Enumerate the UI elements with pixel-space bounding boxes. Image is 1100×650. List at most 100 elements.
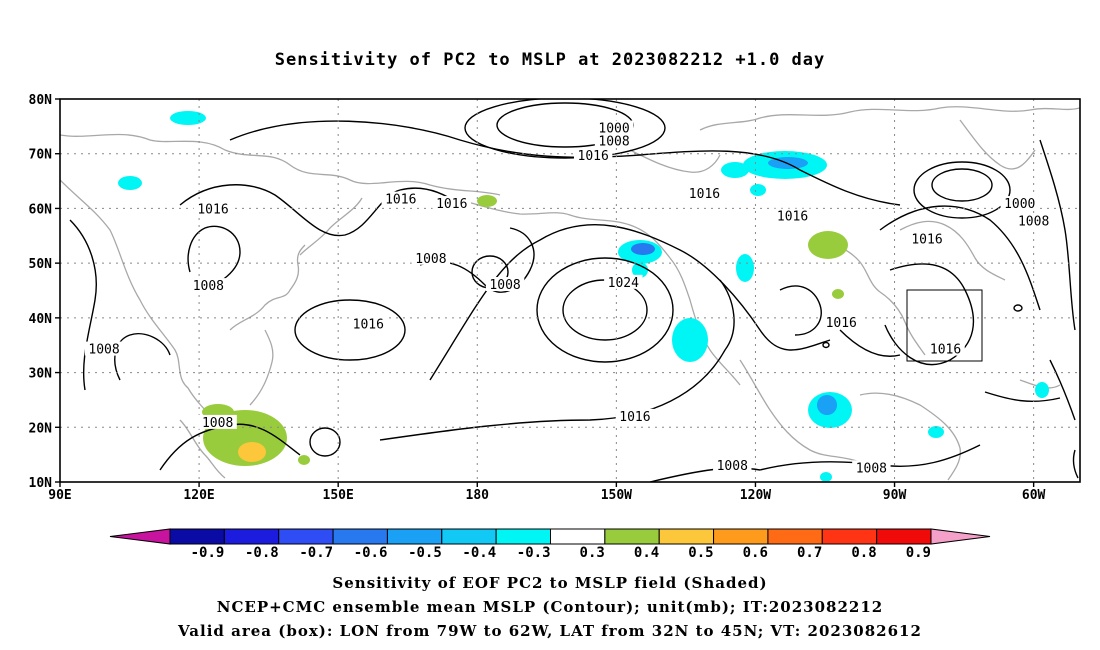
contour-label-bg xyxy=(852,460,891,475)
lon-label: 150E xyxy=(323,488,354,503)
contour-label-bg xyxy=(685,186,724,201)
contour-label-bg xyxy=(411,250,451,265)
contour-labels: 1000100810161016101610161000100810161016… xyxy=(84,120,1053,476)
contour-label-bg xyxy=(604,274,643,289)
contour-label: 1008 xyxy=(1018,215,1049,230)
lon-label: 180 xyxy=(466,488,490,503)
contour-label-bg xyxy=(573,147,613,162)
lat-label: 30N xyxy=(29,367,53,382)
contour-label: 1008 xyxy=(415,252,446,267)
contour-label: 1016 xyxy=(385,193,416,208)
colorbar-segment xyxy=(550,528,606,545)
contour-label: 1016 xyxy=(353,317,384,332)
lon-label: 60W xyxy=(1022,488,1046,503)
caption-line-3: Valid area (box): LON from 79W to 62W, L… xyxy=(178,622,922,640)
lon-label: 120E xyxy=(183,488,214,503)
map-title: Sensitivity of PC2 to MSLP at 2023082212… xyxy=(274,50,826,70)
lat-label: 70N xyxy=(29,148,53,163)
contour-label: 1008 xyxy=(193,279,224,294)
contour-label: 1016 xyxy=(619,410,650,425)
longitude-labels: 90E 120E 150E 180 150W 120W 90W 60W xyxy=(48,482,1046,503)
contour-label-bg xyxy=(485,277,525,292)
lon-label: 90W xyxy=(883,488,907,503)
colorbar-label: 0.6 xyxy=(743,545,768,561)
lat-label: 60N xyxy=(29,202,53,217)
contour-label-bg xyxy=(594,133,634,148)
contour-label-bg xyxy=(615,408,655,423)
contour-label-bg xyxy=(349,316,388,331)
contour-label-bg xyxy=(381,191,420,206)
lat-label: 40N xyxy=(29,312,53,327)
lat-label: 20N xyxy=(29,421,53,436)
contour-label: 1016 xyxy=(777,210,808,225)
contour-label-bg xyxy=(594,120,634,135)
contour-label: 1000 xyxy=(598,122,629,137)
contour-label-bg xyxy=(773,208,812,223)
contour-label-bg xyxy=(1000,196,1039,211)
contour-label-bg xyxy=(907,231,947,246)
colorbar-segment xyxy=(495,528,551,545)
contour-label: 1024 xyxy=(608,276,639,291)
colorbar-left-arrow xyxy=(109,528,171,545)
colorbar-label: 0.4 xyxy=(634,545,659,561)
sensitivity-shading xyxy=(118,111,1049,482)
lon-label: 120W xyxy=(740,488,771,503)
colorbar-segment xyxy=(658,528,715,545)
colorbar-label: -0.3 xyxy=(517,545,551,561)
contour-label-bg xyxy=(822,314,861,329)
contour-label-bg xyxy=(193,201,233,216)
contour-label: 1016 xyxy=(578,149,609,164)
colorbar-segment xyxy=(767,528,823,545)
contour-label-bg xyxy=(926,341,965,356)
lon-label: 150W xyxy=(601,488,632,503)
contour-label: 1016 xyxy=(911,233,942,248)
colorbar-label: -0.9 xyxy=(191,545,225,561)
caption-line-2: NCEP+CMC ensemble mean MSLP (Contour); u… xyxy=(216,598,884,616)
contour-label-bg xyxy=(432,196,471,211)
contour-label-bg xyxy=(189,278,228,293)
colorbar-right-arrow xyxy=(930,528,991,545)
colorbar-label: 0.7 xyxy=(797,545,822,561)
contour-label-bg xyxy=(1014,213,1053,228)
colorbar-label: 0.8 xyxy=(851,545,876,561)
coastlines xyxy=(60,106,1080,481)
colorbar-segment xyxy=(169,528,225,545)
contour-label: 1016 xyxy=(930,343,961,358)
lat-label: 80N xyxy=(29,93,53,108)
colorbar-segment xyxy=(386,528,443,545)
colorbar-segment xyxy=(713,528,769,545)
contour-label: 1016 xyxy=(689,187,720,202)
contour-label: 1008 xyxy=(856,461,887,476)
colorbar-segment xyxy=(441,528,497,545)
colorbar-label: -0.5 xyxy=(408,545,442,561)
lat-label: 50N xyxy=(29,257,53,272)
latitude-labels: 80N 70N 60N 50N 40N 30N 20N 10N xyxy=(29,93,60,491)
colorbar-segment xyxy=(876,528,932,545)
contour-label: 1016 xyxy=(197,203,228,218)
lat-label: 10N xyxy=(29,476,53,491)
contour-label: 1016 xyxy=(826,316,857,331)
colorbar-label: -0.7 xyxy=(299,545,333,561)
valid-area-box xyxy=(906,289,983,362)
contour-label-bg xyxy=(198,414,237,429)
map-frame xyxy=(59,98,1081,483)
contour-label: 1008 xyxy=(202,416,233,431)
colorbar: -0.9 -0.8 -0.7 -0.6 -0.5 -0.4 -0.3 0.3 0.4 0.5 0.6… xyxy=(109,528,991,561)
contour-label: 1008 xyxy=(717,459,748,474)
contour-label: 1000 xyxy=(1004,197,1035,212)
colorbar-label: -0.8 xyxy=(245,545,279,561)
contour-label: 1008 xyxy=(489,278,520,293)
colorbar-segment xyxy=(821,528,878,545)
colorbar-label: 0.3 xyxy=(580,545,605,561)
colorbar-segment xyxy=(332,528,388,545)
colorbar-segment xyxy=(278,528,334,545)
caption-line-1: Sensitivity of EOF PC2 to MSLP field (Sh… xyxy=(332,574,768,592)
colorbar-label: 0.9 xyxy=(906,545,931,561)
colorbar-label: 0.5 xyxy=(688,545,713,561)
colorbar-segment xyxy=(223,528,280,545)
colorbar-label: -0.6 xyxy=(354,545,388,561)
contour-label: 1008 xyxy=(598,135,629,150)
colorbar-segment xyxy=(604,528,660,545)
contour-label: 1008 xyxy=(88,343,119,358)
